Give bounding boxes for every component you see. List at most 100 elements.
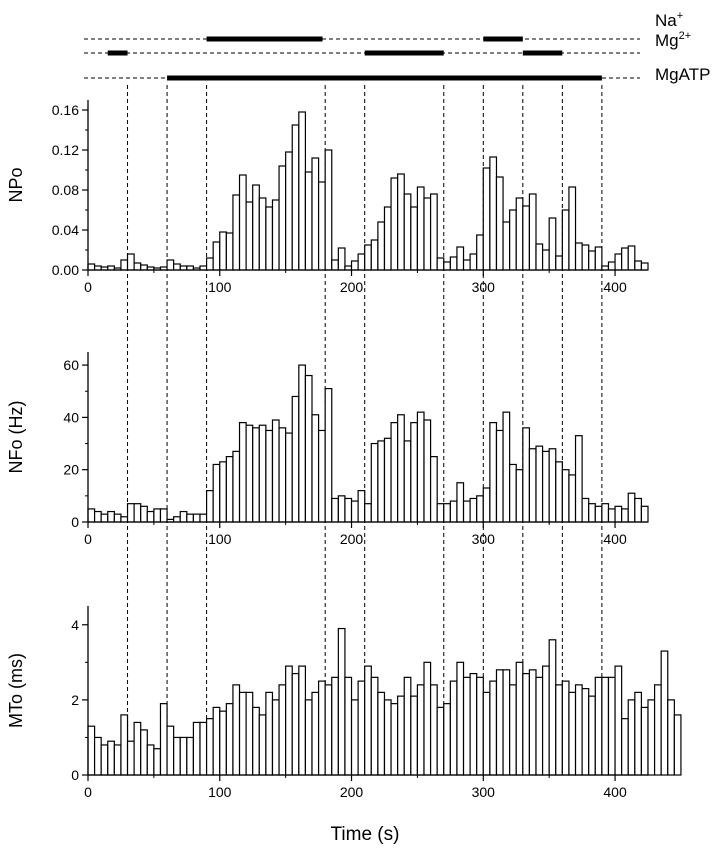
bar [423,661,432,776]
bar [278,427,287,523]
bar [166,259,175,271]
solution-legend: Na+Mg2+ MgATP [84,10,710,84]
bar [627,699,636,776]
bar [588,695,596,776]
bar [298,665,307,776]
bar [581,497,590,523]
bar [285,432,293,523]
bar [304,374,313,523]
bar [87,725,96,776]
bar [462,259,471,271]
bar [390,422,399,523]
bar [324,149,333,271]
bar [219,710,227,776]
x-tick-label: 100 [208,784,232,800]
bar [298,111,307,271]
bar [541,665,550,776]
bar [509,463,517,523]
bar [482,487,491,523]
bar [146,744,155,776]
bar [126,503,135,523]
bar [588,250,596,271]
bar [634,497,643,523]
y-tick-label: 0.12 [52,142,79,158]
bar [653,684,662,776]
panel-1: 0 20 40 60 0 100 200 300 400 NFo (Hz) [6,352,649,547]
bar [462,676,471,776]
bar [403,193,412,271]
bar [331,497,339,523]
bar [541,249,550,271]
bar [225,456,234,523]
panel-0: 0.00 0.04 0.08 0.12 0.16 0 100 200 300 400 NPo [6,100,649,295]
bar [634,691,643,776]
bar [357,680,366,776]
bar [469,253,478,271]
bar [357,253,366,271]
bar [621,247,629,271]
bar [232,684,241,776]
bar [522,672,531,776]
bar [509,684,517,776]
bar [331,259,339,271]
bar [291,124,300,271]
bar [120,516,129,523]
y-tick-label: 0.04 [52,222,79,238]
bar [258,424,267,523]
bar [166,725,175,776]
legend-label: MgATP [655,65,710,84]
bar [667,699,675,776]
y-tick-label: 0 [71,514,79,530]
x-tick-label: 200 [340,784,364,800]
bar [364,244,372,271]
bar [311,691,320,776]
bar [113,513,122,523]
x-tick-label: 100 [208,279,232,295]
bar [403,676,412,776]
bar [383,437,392,523]
bar [568,186,577,271]
bar [449,680,458,776]
bar [561,209,570,271]
bar [186,513,195,523]
y-tick-label: 0.16 [52,102,79,118]
bar [640,262,649,271]
bar [192,721,201,776]
bar [238,174,247,271]
bar [383,206,392,271]
bar [574,242,583,271]
bar [410,206,419,271]
bar [133,503,142,523]
bar [199,721,208,776]
x-tick-label: 300 [472,279,496,295]
bar [265,691,274,776]
bar [245,691,254,776]
bar [93,736,102,776]
bar [416,186,425,271]
bar [555,461,563,523]
bar [594,505,603,523]
x-tick-label: 400 [603,279,627,295]
x-tick-label: 300 [472,531,496,547]
bar [627,492,636,523]
bar [640,505,649,523]
legend-label: Mg2+ [655,30,691,50]
bar [555,684,563,776]
bar [278,165,287,271]
bar [159,703,168,776]
bar [601,676,610,776]
bar [528,448,537,523]
bar [285,665,293,776]
bar [258,197,267,271]
bar [100,744,109,776]
bar [581,244,590,271]
bar [634,260,643,271]
y-tick-label: 40 [63,409,79,425]
x-tick-label: 100 [208,531,232,547]
bar [555,255,563,271]
bar [311,414,320,523]
bar [581,688,590,776]
bar [574,435,583,523]
legend-label: Na+ [655,10,683,30]
